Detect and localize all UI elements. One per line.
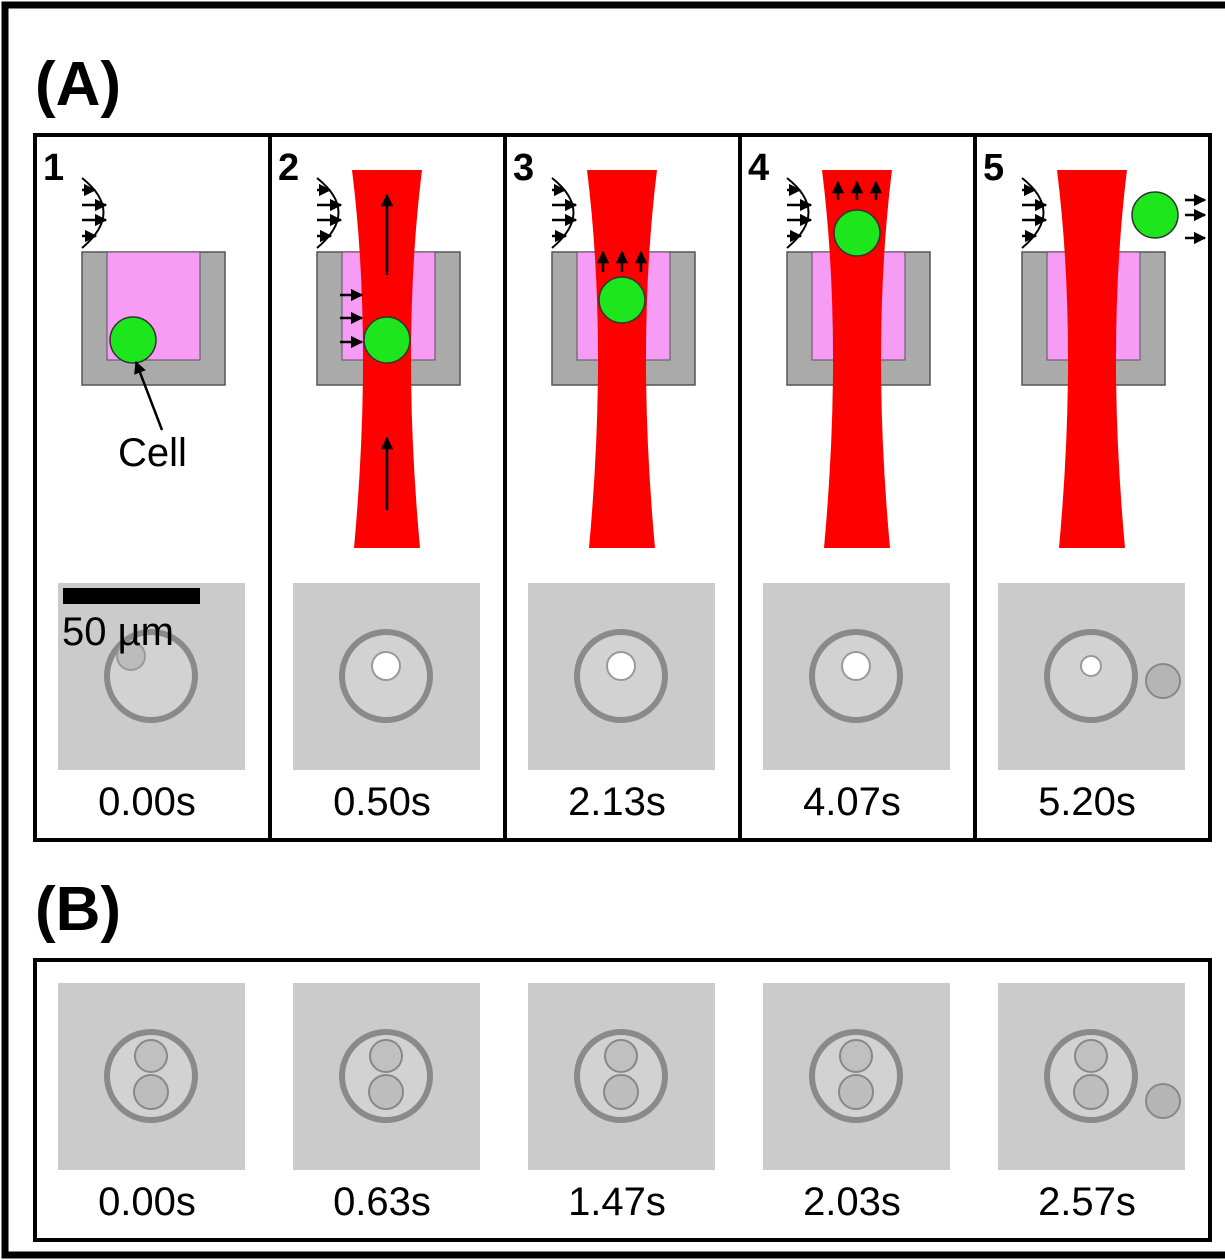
scale-bar-label: 50 µm	[62, 610, 174, 654]
step-number: 1	[43, 147, 64, 189]
time-label: 0.00s	[98, 780, 196, 824]
cell-image	[1146, 664, 1180, 698]
time-label: 5.20s	[1038, 780, 1136, 824]
cell-image	[1074, 1075, 1108, 1109]
cell-label: Cell	[118, 431, 187, 475]
cell-image	[372, 652, 400, 680]
step-number: 3	[513, 147, 534, 189]
flow-profile	[82, 178, 104, 248]
step-number: 4	[748, 147, 769, 189]
cell-image	[1081, 656, 1101, 676]
time-label: 2.03s	[803, 1180, 901, 1224]
cell	[110, 317, 156, 363]
flow-profile	[317, 178, 339, 248]
cell-image	[842, 652, 870, 680]
time-label: 0.50s	[333, 780, 431, 824]
cell-image	[605, 1040, 637, 1072]
flow-profile	[552, 178, 574, 248]
cell	[364, 317, 410, 363]
time-label: 4.07s	[803, 780, 901, 824]
cell-image	[1075, 1040, 1107, 1072]
cell-image	[135, 1040, 167, 1072]
cell-image	[604, 1075, 638, 1109]
flow-profile	[1022, 178, 1044, 248]
cell-image	[607, 652, 635, 680]
cell-image	[1146, 1084, 1180, 1118]
step-number: 2	[278, 147, 299, 189]
cell-image	[369, 1075, 403, 1109]
step-number: 5	[983, 147, 1004, 189]
panel-label: (A)	[35, 50, 121, 119]
time-label: 1.47s	[568, 1180, 666, 1224]
time-label: 0.63s	[333, 1180, 431, 1224]
flow-profile	[787, 178, 809, 248]
panel-label: (B)	[35, 875, 121, 944]
scale-bar	[63, 588, 200, 604]
time-label: 2.57s	[1038, 1180, 1136, 1224]
figure: (A) (B) 1 0.00s 2 0.50s 3 2.13s 4 4.07s 5 5.20s Ce…	[0, 0, 1225, 1260]
cell	[1132, 192, 1178, 238]
time-label: 2.13s	[568, 780, 666, 824]
cell	[599, 277, 645, 323]
cell-image	[839, 1075, 873, 1109]
cell-image	[134, 1075, 168, 1109]
cell-image	[370, 1040, 402, 1072]
time-label: 0.00s	[98, 1180, 196, 1224]
cell-image	[840, 1040, 872, 1072]
cell	[834, 210, 880, 256]
